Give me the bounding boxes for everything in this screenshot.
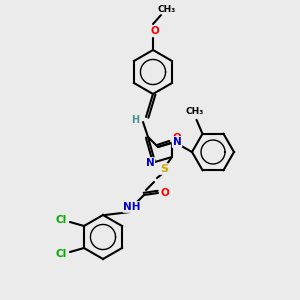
Text: S: S (160, 164, 168, 174)
Text: Cl: Cl (55, 249, 67, 259)
Text: N: N (146, 158, 154, 168)
Text: CH₃: CH₃ (158, 4, 176, 14)
Text: O: O (151, 26, 159, 36)
Text: H: H (131, 115, 139, 125)
Text: NH: NH (123, 202, 141, 212)
Text: O: O (172, 133, 182, 143)
Text: Cl: Cl (55, 215, 67, 225)
Text: O: O (160, 188, 169, 198)
Text: N: N (172, 137, 182, 147)
Text: CH₃: CH₃ (185, 107, 204, 116)
